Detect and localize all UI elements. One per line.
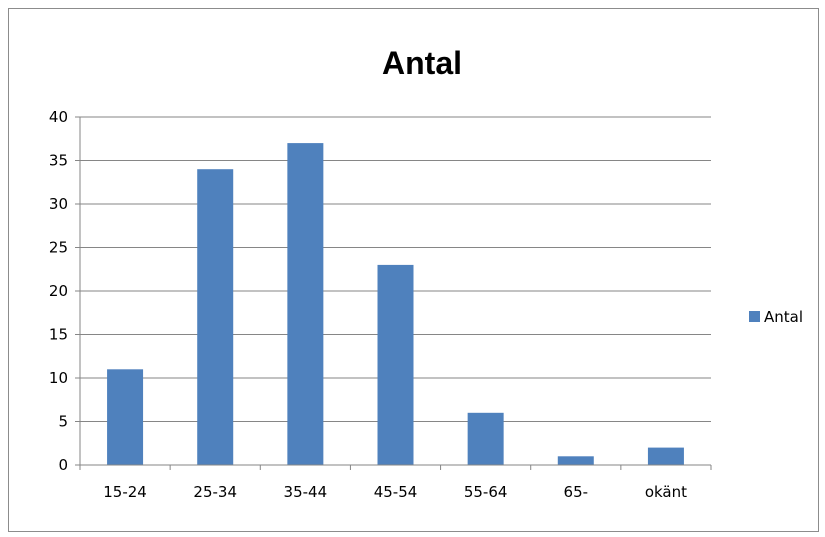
bars	[107, 143, 684, 465]
axes	[79, 117, 712, 470]
legend: Antal	[749, 308, 803, 326]
legend-label: Antal	[764, 308, 803, 326]
y-tick-labels: 0 5 10 15 20 25 30 35 40	[49, 108, 68, 474]
bar-45-54	[377, 264, 414, 465]
x-tick-label-65-: 65-	[564, 483, 589, 501]
bar-65-	[557, 456, 594, 465]
x-tick-label-25-34: 25-34	[193, 483, 237, 501]
y-tick-label-10: 10	[49, 369, 68, 387]
x-tick-label-35-44: 35-44	[284, 483, 328, 501]
y-tick-label-30: 30	[49, 195, 68, 213]
y-tick-label-25: 25	[49, 239, 68, 257]
bar-55-64	[467, 412, 504, 465]
x-tick-label-15-24: 15-24	[103, 483, 147, 501]
y-tick-label-20: 20	[49, 282, 68, 300]
x-tick-label-45-54: 45-54	[374, 483, 418, 501]
bar-okänt	[647, 447, 684, 465]
bar-25-34	[197, 169, 234, 465]
x-tick-label-okänt: okänt	[645, 483, 687, 501]
y-tick-label-5: 5	[58, 413, 68, 431]
y-tick-label-15: 15	[49, 326, 68, 344]
y-tick-label-35: 35	[49, 152, 68, 170]
x-tick-labels: 15-24 25-34 35-44 45-54 55-64 65- okänt	[103, 483, 687, 501]
legend-swatch	[749, 311, 760, 322]
y-tick-label-0: 0	[58, 456, 68, 474]
bar-35-44	[287, 143, 324, 465]
bar-15-24	[107, 369, 144, 465]
chart-title: Antal	[382, 45, 462, 81]
y-tick-label-40: 40	[49, 108, 68, 126]
x-tick-label-55-64: 55-64	[464, 483, 508, 501]
